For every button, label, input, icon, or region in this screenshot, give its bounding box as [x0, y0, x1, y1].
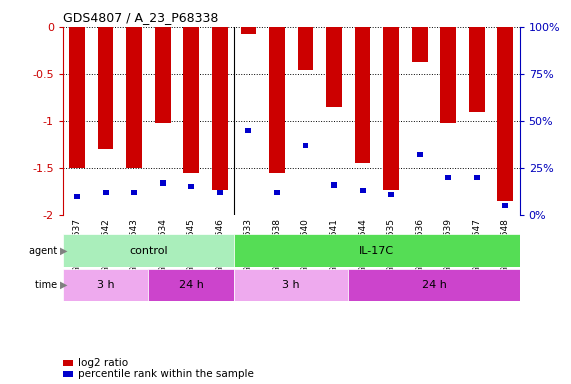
Text: GDS4807 / A_23_P68338: GDS4807 / A_23_P68338 [63, 11, 218, 24]
Text: log2 ratio: log2 ratio [78, 358, 128, 368]
Text: IL-17C: IL-17C [359, 245, 395, 256]
Bar [234, 234, 520, 267]
Bar [388, 192, 394, 197]
Bar [160, 180, 166, 185]
Bar [502, 203, 508, 208]
Bar [131, 190, 137, 195]
Bar [188, 184, 194, 189]
Text: control: control [129, 245, 168, 256]
Text: 3 h: 3 h [283, 280, 300, 290]
Bar [98, 27, 114, 149]
Text: ▶: ▶ [60, 245, 67, 256]
Bar [326, 27, 342, 107]
Text: time: time [35, 280, 60, 290]
Bar [212, 27, 228, 190]
Text: ▶: ▶ [60, 280, 67, 290]
Bar [155, 27, 171, 123]
Bar [360, 188, 365, 193]
Bar [63, 269, 148, 301]
Bar [274, 190, 280, 195]
Bar [103, 190, 108, 195]
Bar [412, 27, 428, 62]
Bar [331, 182, 337, 187]
Bar [63, 234, 234, 267]
Bar [217, 190, 223, 195]
Bar [240, 27, 256, 35]
Bar [148, 269, 234, 301]
Bar [497, 27, 513, 201]
Bar [63, 371, 73, 377]
Bar [297, 27, 313, 70]
Text: agent: agent [29, 245, 60, 256]
Bar [474, 175, 480, 180]
Bar [417, 152, 423, 157]
Bar [246, 128, 251, 133]
Bar [440, 27, 456, 123]
Bar [234, 269, 348, 301]
Bar [269, 27, 285, 173]
Bar [303, 143, 308, 148]
Bar [74, 194, 80, 199]
Text: 24 h: 24 h [421, 280, 447, 290]
Bar [383, 27, 399, 190]
Bar [69, 27, 85, 168]
Bar [445, 175, 451, 180]
Bar [126, 27, 142, 168]
Bar [469, 27, 485, 112]
Bar [183, 27, 199, 173]
Text: 24 h: 24 h [179, 280, 204, 290]
Bar [348, 269, 520, 301]
Bar [63, 360, 73, 366]
Bar [355, 27, 371, 163]
Text: percentile rank within the sample: percentile rank within the sample [78, 369, 254, 379]
Text: 3 h: 3 h [97, 280, 114, 290]
